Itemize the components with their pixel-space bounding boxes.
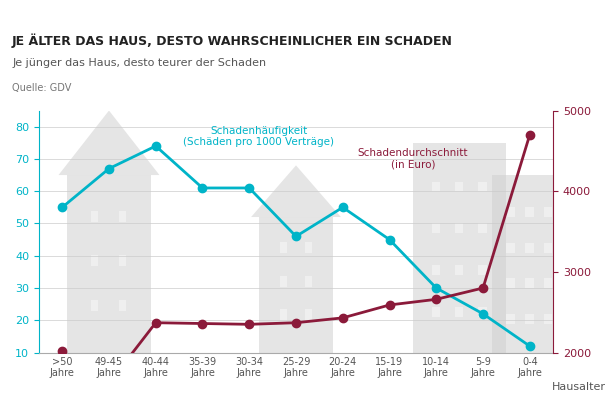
FancyBboxPatch shape	[507, 314, 515, 324]
FancyBboxPatch shape	[305, 275, 311, 287]
FancyBboxPatch shape	[431, 265, 440, 275]
FancyBboxPatch shape	[507, 243, 515, 253]
FancyBboxPatch shape	[305, 242, 311, 253]
FancyBboxPatch shape	[280, 310, 287, 321]
FancyBboxPatch shape	[431, 307, 440, 317]
FancyBboxPatch shape	[259, 217, 333, 353]
FancyBboxPatch shape	[525, 207, 533, 217]
FancyBboxPatch shape	[478, 181, 487, 191]
Text: Schadenhäufigkeit
(Schäden pro 1000 Verträge): Schadenhäufigkeit (Schäden pro 1000 Vert…	[183, 126, 334, 147]
FancyBboxPatch shape	[455, 223, 464, 233]
FancyBboxPatch shape	[492, 175, 567, 353]
FancyBboxPatch shape	[455, 181, 464, 191]
FancyBboxPatch shape	[478, 223, 487, 233]
FancyBboxPatch shape	[507, 278, 515, 288]
Text: JE ÄLTER DAS HAUS, DESTO WAHRSCHEINLICHER EIN SCHADEN: JE ÄLTER DAS HAUS, DESTO WAHRSCHEINLICHE…	[12, 33, 453, 48]
FancyBboxPatch shape	[525, 243, 533, 253]
FancyBboxPatch shape	[92, 300, 98, 311]
FancyBboxPatch shape	[119, 211, 126, 222]
FancyBboxPatch shape	[544, 207, 552, 217]
FancyBboxPatch shape	[92, 255, 98, 267]
Polygon shape	[59, 111, 159, 175]
FancyBboxPatch shape	[305, 310, 311, 321]
FancyBboxPatch shape	[455, 265, 464, 275]
FancyBboxPatch shape	[478, 265, 487, 275]
FancyBboxPatch shape	[431, 223, 440, 233]
FancyBboxPatch shape	[92, 211, 98, 222]
FancyBboxPatch shape	[67, 175, 151, 353]
FancyBboxPatch shape	[119, 255, 126, 267]
Text: Schadendurchschnitt
(in Euro): Schadendurchschnitt (in Euro)	[358, 148, 468, 170]
Polygon shape	[251, 166, 341, 217]
FancyBboxPatch shape	[544, 278, 552, 288]
FancyBboxPatch shape	[507, 207, 515, 217]
FancyBboxPatch shape	[544, 243, 552, 253]
Text: Je jünger das Haus, desto teurer der Schaden: Je jünger das Haus, desto teurer der Sch…	[12, 58, 266, 68]
FancyBboxPatch shape	[280, 242, 287, 253]
FancyBboxPatch shape	[280, 275, 287, 287]
FancyBboxPatch shape	[455, 307, 464, 317]
Text: Quelle: GDV: Quelle: GDV	[12, 83, 72, 93]
FancyBboxPatch shape	[525, 314, 533, 324]
FancyBboxPatch shape	[478, 307, 487, 317]
FancyBboxPatch shape	[413, 143, 507, 353]
FancyBboxPatch shape	[544, 314, 552, 324]
FancyBboxPatch shape	[119, 300, 126, 311]
FancyBboxPatch shape	[431, 181, 440, 191]
FancyBboxPatch shape	[525, 278, 533, 288]
X-axis label: Hausalter: Hausalter	[552, 381, 606, 391]
